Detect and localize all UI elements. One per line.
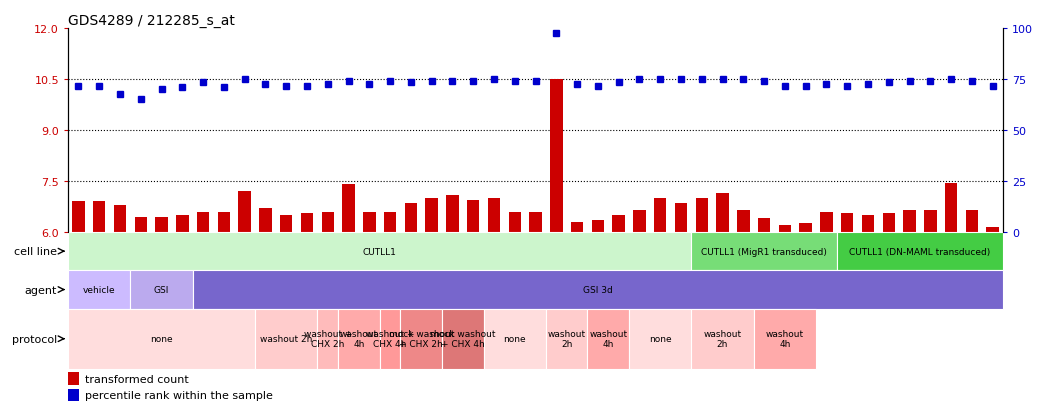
Bar	[737, 210, 750, 233]
Bar	[467, 200, 480, 233]
Bar	[509, 212, 521, 233]
Bar	[629, 309, 691, 369]
Bar	[904, 210, 916, 233]
Bar	[944, 183, 957, 233]
Bar	[674, 204, 687, 233]
Bar	[72, 202, 85, 233]
Bar	[68, 309, 255, 369]
Bar	[654, 199, 667, 233]
Bar	[592, 221, 604, 233]
Text: protocol: protocol	[12, 334, 57, 344]
Bar	[779, 225, 792, 233]
Bar	[135, 217, 147, 233]
Text: washout 2h: washout 2h	[260, 335, 312, 343]
Text: cell line: cell line	[14, 247, 57, 256]
Text: transformed count: transformed count	[85, 374, 188, 384]
Bar	[321, 212, 334, 233]
Text: CUTLL1 (MigR1 transduced): CUTLL1 (MigR1 transduced)	[701, 247, 827, 256]
Text: GDS4289 / 212285_s_at: GDS4289 / 212285_s_at	[68, 14, 235, 28]
Text: vehicle: vehicle	[83, 285, 115, 294]
Bar	[442, 309, 484, 369]
Bar	[363, 212, 376, 233]
Text: washout +
CHX 4h: washout + CHX 4h	[365, 329, 415, 349]
Bar	[484, 309, 545, 369]
Text: GSI: GSI	[154, 285, 170, 294]
Text: washout
4h: washout 4h	[340, 329, 378, 349]
Text: mock washout
+ CHX 4h: mock washout + CHX 4h	[430, 329, 495, 349]
Bar	[754, 309, 816, 369]
Bar	[280, 216, 292, 233]
Bar	[68, 271, 131, 309]
Bar	[550, 80, 562, 233]
Bar	[404, 204, 417, 233]
Bar	[338, 309, 380, 369]
Text: mock washout
+ CHX 2h: mock washout + CHX 2h	[388, 329, 454, 349]
Bar	[317, 309, 338, 369]
Text: washout
2h: washout 2h	[704, 329, 741, 349]
Bar	[93, 202, 106, 233]
Bar	[401, 309, 442, 369]
Bar	[488, 199, 500, 233]
Text: washout
2h: washout 2h	[548, 329, 585, 349]
Text: agent: agent	[24, 285, 57, 295]
Bar	[530, 212, 541, 233]
Text: CUTLL1 (DN-MAML transduced): CUTLL1 (DN-MAML transduced)	[849, 247, 990, 256]
Bar	[380, 309, 401, 369]
Bar	[986, 227, 999, 233]
Bar	[820, 212, 832, 233]
Bar	[691, 233, 837, 271]
Bar	[300, 214, 313, 233]
Text: none: none	[649, 335, 671, 343]
Bar	[342, 185, 355, 233]
Text: GSI 3d: GSI 3d	[583, 285, 612, 294]
Bar	[131, 271, 193, 309]
Text: CUTLL1: CUTLL1	[362, 247, 397, 256]
Bar	[862, 216, 874, 233]
Bar	[758, 219, 771, 233]
Bar	[883, 214, 895, 233]
Text: none: none	[150, 335, 173, 343]
Bar	[965, 210, 978, 233]
Bar	[716, 193, 729, 233]
Bar	[255, 309, 317, 369]
Bar	[68, 373, 80, 385]
Bar	[800, 224, 811, 233]
Bar	[260, 209, 271, 233]
Bar	[841, 214, 853, 233]
Bar	[837, 233, 1003, 271]
Bar	[114, 205, 127, 233]
Bar	[545, 309, 587, 369]
Bar	[446, 195, 459, 233]
Text: percentile rank within the sample: percentile rank within the sample	[85, 390, 273, 400]
Bar	[691, 309, 754, 369]
Bar	[155, 217, 168, 233]
Bar	[425, 199, 438, 233]
Bar	[633, 210, 646, 233]
Bar	[925, 210, 936, 233]
Bar	[197, 212, 209, 233]
Bar	[384, 212, 397, 233]
Bar	[193, 271, 1003, 309]
Text: none: none	[504, 335, 526, 343]
Bar	[587, 309, 629, 369]
Bar	[68, 233, 691, 271]
Bar	[176, 216, 188, 233]
Text: washout +
CHX 2h: washout + CHX 2h	[304, 329, 352, 349]
Bar	[571, 222, 583, 233]
Text: washout
4h: washout 4h	[589, 329, 627, 349]
Bar	[218, 212, 230, 233]
Bar	[695, 199, 708, 233]
Bar	[68, 389, 80, 401]
Bar	[612, 216, 625, 233]
Text: washout
4h: washout 4h	[765, 329, 804, 349]
Bar	[239, 192, 251, 233]
